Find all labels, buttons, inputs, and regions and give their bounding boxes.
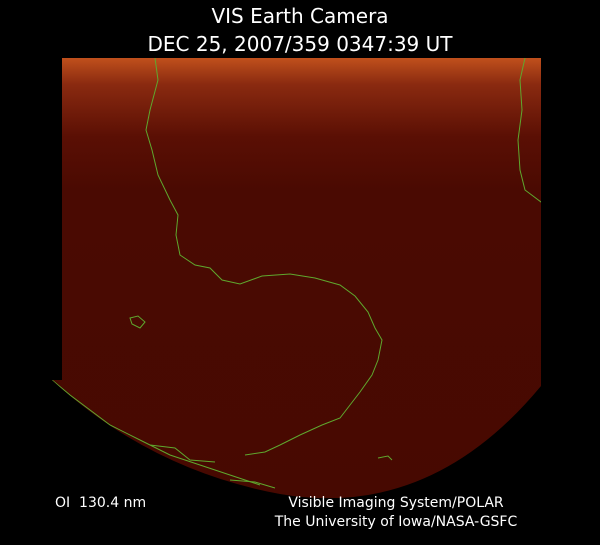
subtitle: DEC 25, 2007/359 0347:39 UT: [148, 32, 454, 56]
coastline: [52, 379, 261, 486]
coastline: [129, 315, 146, 329]
title: VIS Earth Camera: [211, 4, 388, 28]
coastline: [145, 58, 383, 456]
emission-field: [52, 58, 541, 498]
instrument-label: Visible Imaging System/POLAR: [288, 495, 504, 511]
earth-view: [52, 58, 541, 498]
filter-label: OI 130.4 nm: [55, 495, 146, 511]
coastline: [377, 455, 393, 461]
coastline: [517, 58, 541, 206]
credit-label: The University of Iowa/NASA-GSFC: [274, 514, 518, 530]
